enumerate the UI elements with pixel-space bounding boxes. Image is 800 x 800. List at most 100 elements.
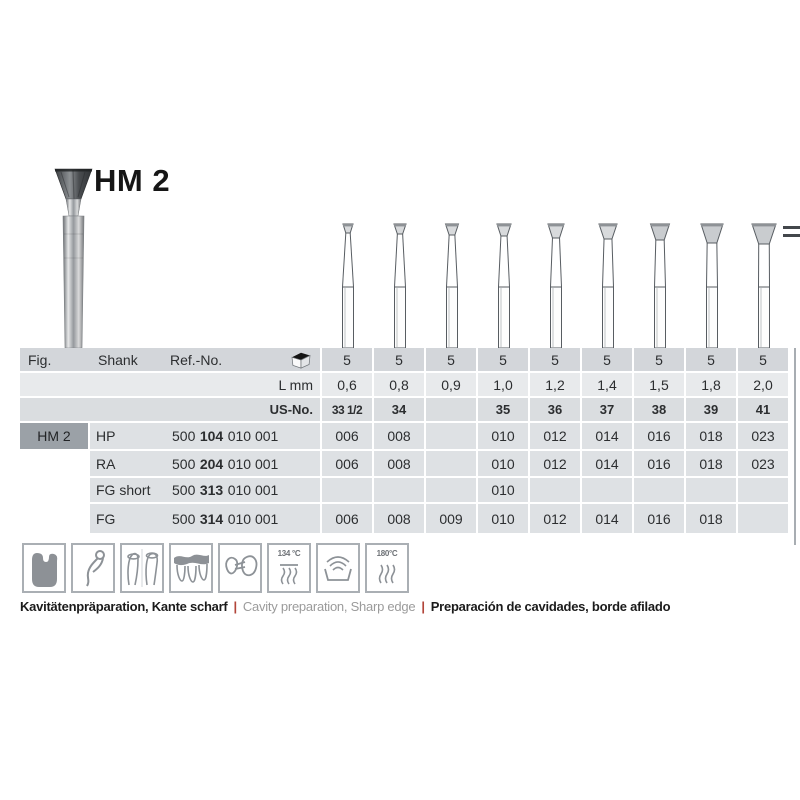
ref-number-part: 500 [172, 482, 196, 498]
size-cell [686, 478, 736, 502]
caption-english: Cavity preparation, Sharp edge [242, 599, 416, 614]
usno-value-cell [426, 398, 476, 421]
shank-ref-cell: RA 500 204 010 001 [90, 451, 320, 476]
size-cell: 023 [738, 423, 788, 449]
size-cell [374, 478, 424, 502]
pack-qty-cell: 5 [322, 348, 372, 371]
caption: Kavitätenpräparation, Kante scharf | Cav… [20, 599, 671, 614]
ref-number-part: 204 [199, 455, 224, 472]
size-cell: 006 [322, 423, 372, 449]
bur-figure [426, 218, 478, 349]
ref-number: 500 314 010 001 [172, 511, 278, 527]
size-cell: 014 [582, 423, 632, 449]
size-cell [634, 478, 684, 502]
size-cell: 010 [478, 451, 528, 476]
size-cell: 016 [634, 423, 684, 449]
crowns-icon [120, 543, 164, 593]
product-photo-bur [54, 168, 93, 348]
size-cell: 010 [478, 504, 528, 533]
shank-label: HP [96, 428, 116, 444]
size-cell [738, 504, 788, 533]
size-cell: 008 [374, 504, 424, 533]
clasp-icon [71, 543, 115, 593]
column-rule [794, 348, 796, 545]
edge-mark [783, 226, 800, 229]
bur-illustrations [322, 218, 790, 349]
size-cell [426, 478, 476, 502]
usno-value-cell: 41 [738, 398, 788, 421]
size-cell [426, 451, 476, 476]
size-cell [582, 478, 632, 502]
size-cell [322, 478, 372, 502]
lmm-value-cell: 1,8 [686, 373, 736, 396]
caption-separator: | [421, 599, 425, 614]
fig-cell [20, 451, 88, 476]
bur-figure [322, 218, 374, 349]
dry-heat-180-icon: 180°C [365, 543, 409, 593]
size-cell: 006 [322, 451, 372, 476]
bur-figure [738, 218, 790, 349]
size-cell [530, 478, 580, 502]
size-cell: 009 [426, 504, 476, 533]
bur-figure [530, 218, 582, 349]
ref-number: 500 204 010 001 [172, 456, 278, 472]
size-cell: 012 [530, 423, 580, 449]
usno-value-cell: 36 [530, 398, 580, 421]
ref-number-part: 010 001 [227, 482, 279, 498]
size-cell: 023 [738, 451, 788, 476]
caption-german: Kavitätenpräparation, Kante scharf [20, 599, 228, 614]
caption-separator: | [233, 599, 238, 614]
shank-ref-cell: FG 500 314 010 001 [90, 504, 320, 533]
bur-figure [634, 218, 686, 349]
column-header-ref: Ref.-No. [170, 351, 223, 368]
pack-qty-cell: 5 [634, 348, 684, 371]
size-cell: 016 [634, 451, 684, 476]
size-cell: 008 [374, 423, 424, 449]
thermo-disinfector-icon [316, 543, 360, 593]
bur-figure [374, 218, 426, 349]
size-cell: 018 [686, 451, 736, 476]
ref-number-part: 500 [172, 455, 196, 472]
cavity-icon [22, 543, 66, 593]
ref-number-part: 313 [199, 482, 224, 498]
bur-figure [478, 218, 530, 349]
ref-number-part: 010 001 [227, 428, 279, 444]
ref-number: 500 104 010 001 [172, 428, 278, 444]
spec-table: Fig. Shank Ref.-No. 5 5 5 5 5 5 5 5 5 L mm 0,6 0,8 0,9 1… [20, 348, 788, 533]
size-cell: 016 [634, 504, 684, 533]
pack-qty-cell: 5 [530, 348, 580, 371]
lmm-value-cell: 0,6 [322, 373, 372, 396]
usno-value-cell: 38 [634, 398, 684, 421]
ref-number-part: 010 001 [227, 455, 279, 472]
ref-number-part: 010 001 [227, 510, 279, 527]
ref-number-part: 500 [172, 428, 196, 444]
lmm-value-cell: 1,0 [478, 373, 528, 396]
size-cell: 012 [530, 504, 580, 533]
usno-value-cell: 37 [582, 398, 632, 421]
ref-number-part: 314 [199, 510, 224, 527]
size-cell [738, 478, 788, 502]
usno-value-cell: 34 [374, 398, 424, 421]
package-icon [290, 351, 312, 372]
lmm-value-cell: 1,4 [582, 373, 632, 396]
edge-mark [783, 234, 800, 237]
pack-qty-cell: 5 [374, 348, 424, 371]
usno-value-cell: 39 [686, 398, 736, 421]
size-cell: 018 [686, 504, 736, 533]
caption-spanish: Preparación de cavidades, borde afilado [430, 599, 671, 614]
shank-label: FG [96, 510, 116, 527]
size-cell: 006 [322, 504, 372, 533]
column-header-shank: Shank [98, 351, 138, 368]
ref-number-part: 500 [172, 510, 196, 527]
pack-qty-cell: 5 [686, 348, 736, 371]
bur-figure [686, 218, 738, 349]
ref-number-part: 104 [199, 428, 224, 444]
size-cell: 012 [530, 451, 580, 476]
usno-row-label: US-No. [20, 398, 320, 421]
usno-value-cell: 35 [478, 398, 528, 421]
fig-cell [20, 504, 88, 533]
ref-number: 500 313 010 001 [172, 482, 278, 498]
size-cell: 014 [582, 451, 632, 476]
shank-ref-cell: HP 500 104 010 001 [90, 423, 320, 449]
